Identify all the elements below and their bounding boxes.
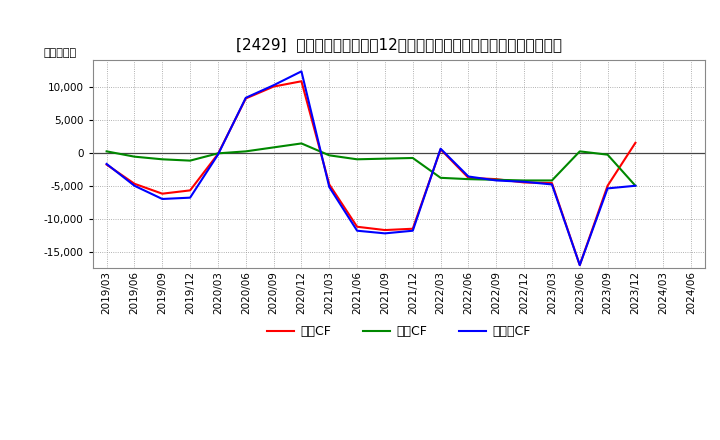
フリーCF [241,95,250,100]
営業CF [269,84,278,89]
営業CF [575,263,584,268]
営業CF [353,224,361,229]
Text: （百万円）: （百万円） [44,48,77,58]
投賄CF [464,176,473,182]
営業CF [548,180,557,186]
投賄CF [269,145,278,150]
営業CF [297,79,306,84]
Line: 投賄CF: 投賄CF [107,143,636,186]
フリーCF [214,152,222,158]
Legend: 営業CF, 投賄CF, フリーCF: 営業CF, 投賄CF, フリーCF [262,320,536,344]
フリーCF [603,186,612,191]
営業CF [102,162,111,167]
投賄CF [603,152,612,158]
投賄CF [297,141,306,146]
投賄CF [492,177,500,183]
Line: 営業CF: 営業CF [107,81,636,265]
営業CF [186,188,194,193]
フリーCF [130,183,139,188]
投賄CF [214,151,222,156]
営業CF [158,191,166,196]
投賄CF [186,158,194,163]
営業CF [631,140,640,145]
フリーCF [436,146,445,151]
投賄CF [575,149,584,154]
フリーCF [492,178,500,183]
営業CF [436,147,445,152]
営業CF [520,180,528,185]
営業CF [214,151,222,157]
投賄CF [102,149,111,154]
フリーCF [269,83,278,88]
Title: [2429]  キャッシュフローの12か月移動合計の対前年同期増減額の推移: [2429] キャッシュフローの12か月移動合計の対前年同期増減額の推移 [236,37,562,52]
フリーCF [520,179,528,184]
営業CF [381,227,390,233]
投賄CF [520,178,528,183]
投賄CF [241,149,250,154]
投賄CF [631,183,640,188]
フリーCF [297,69,306,74]
投賄CF [130,154,139,159]
フリーCF [548,182,557,187]
Line: フリーCF: フリーCF [107,71,636,265]
フリーCF [102,161,111,167]
投賄CF [158,157,166,162]
投賄CF [408,155,417,161]
営業CF [603,183,612,188]
投賄CF [325,153,333,158]
フリーCF [631,183,640,188]
投賄CF [381,156,390,161]
営業CF [464,175,473,180]
営業CF [408,226,417,231]
フリーCF [353,228,361,233]
営業CF [130,181,139,187]
フリーCF [381,231,390,236]
フリーCF [575,263,584,268]
フリーCF [158,196,166,202]
フリーCF [325,184,333,190]
営業CF [241,96,250,101]
フリーCF [464,174,473,179]
フリーCF [408,228,417,233]
営業CF [492,176,500,182]
営業CF [325,182,333,187]
投賄CF [548,178,557,183]
投賄CF [353,157,361,162]
フリーCF [186,195,194,200]
投賄CF [436,175,445,180]
